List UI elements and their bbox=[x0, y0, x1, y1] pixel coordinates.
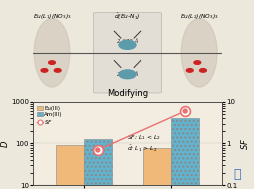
Point bbox=[182, 109, 186, 112]
FancyBboxPatch shape bbox=[93, 13, 161, 93]
Circle shape bbox=[199, 69, 205, 72]
Y-axis label: $SF$: $SF$ bbox=[238, 137, 249, 150]
Text: 👍: 👍 bbox=[232, 168, 240, 181]
Text: Modifying: Modifying bbox=[106, 89, 148, 98]
Text: $\bar{d}$(Eu-N$_1$): $\bar{d}$(Eu-N$_1$) bbox=[114, 12, 140, 22]
Y-axis label: $D$: $D$ bbox=[0, 139, 10, 147]
Ellipse shape bbox=[181, 19, 216, 87]
Circle shape bbox=[54, 69, 61, 72]
Circle shape bbox=[186, 69, 193, 72]
Point bbox=[96, 148, 100, 151]
Point bbox=[182, 109, 186, 112]
Bar bbox=[170, 118, 198, 189]
Text: $SF$: $L_1$ < $L_2$
$\bar{d}$: $L_1$ > $L_2$: $SF$: $L_1$ < $L_2$ $\bar{d}$: $L_1$ > $… bbox=[127, 133, 161, 154]
Text: 2.670 Å: 2.670 Å bbox=[116, 39, 138, 43]
Bar bbox=[84, 139, 111, 189]
Circle shape bbox=[119, 40, 135, 49]
Legend: Eu(III), Am(III), $SF$: Eu(III), Am(III), $SF$ bbox=[36, 105, 64, 127]
Circle shape bbox=[41, 69, 48, 72]
Bar bbox=[56, 145, 84, 189]
Text: 2.788 Å: 2.788 Å bbox=[116, 72, 138, 77]
Ellipse shape bbox=[34, 19, 70, 87]
Point bbox=[96, 148, 100, 151]
Bar bbox=[143, 148, 170, 189]
Circle shape bbox=[49, 61, 55, 64]
Circle shape bbox=[119, 70, 135, 79]
Text: Eu(L$_2$)(NO$_3$)$_3$: Eu(L$_2$)(NO$_3$)$_3$ bbox=[179, 12, 218, 21]
Circle shape bbox=[193, 61, 200, 64]
Text: Eu(L$_1$)(NO$_3$)$_3$: Eu(L$_1$)(NO$_3$)$_3$ bbox=[33, 12, 71, 21]
